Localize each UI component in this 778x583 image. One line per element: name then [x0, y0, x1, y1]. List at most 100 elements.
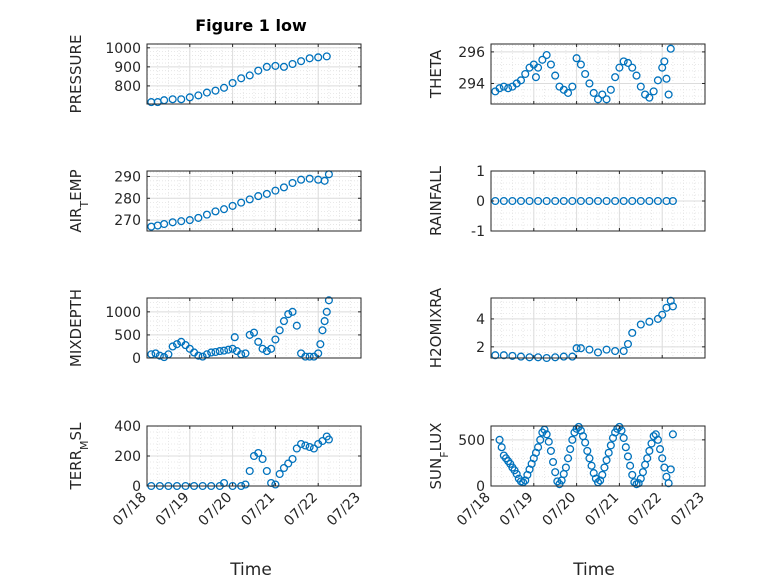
x-tick-label: 07/18 — [454, 490, 494, 530]
data-point — [628, 196, 637, 206]
y-tick-label: 0 — [476, 479, 485, 495]
data-point — [658, 310, 667, 319]
data-point — [254, 192, 263, 201]
data-point — [297, 439, 306, 449]
data-point — [628, 470, 637, 479]
data-point — [589, 88, 598, 97]
data-point — [211, 207, 220, 216]
y-axis-label: TERRMSL — [67, 422, 91, 491]
data-point — [219, 83, 229, 92]
data-point — [237, 198, 246, 207]
data-point — [237, 74, 246, 83]
data-point — [568, 196, 577, 206]
data-point — [245, 195, 254, 204]
data-point — [606, 85, 615, 94]
y-axis-label: THETA — [427, 49, 445, 99]
data-point — [241, 349, 250, 358]
data-point — [563, 454, 573, 463]
data-point — [271, 61, 280, 70]
data-point — [211, 347, 220, 357]
data-point — [585, 79, 594, 88]
data-point — [271, 480, 280, 489]
x-tick-label: 07/19 — [497, 490, 537, 530]
data-point — [593, 95, 603, 104]
data-point — [271, 335, 280, 344]
data-point — [275, 469, 284, 479]
data-point — [566, 445, 575, 454]
data-point — [602, 345, 611, 354]
data-point — [258, 344, 267, 353]
data-point — [581, 438, 590, 447]
data-point — [546, 60, 555, 69]
axes-frame — [146, 297, 362, 359]
data-point — [559, 196, 568, 206]
data-point — [284, 310, 293, 319]
data-point — [664, 479, 673, 488]
data-point — [279, 317, 289, 326]
data-point — [177, 217, 186, 226]
data-point — [279, 183, 289, 192]
data-point — [288, 307, 297, 316]
data-point — [668, 302, 677, 311]
data-point — [602, 95, 611, 104]
data-point — [623, 339, 633, 349]
x-tick-label: 07/22 — [625, 490, 665, 530]
data-point — [626, 461, 635, 470]
data-point — [636, 196, 645, 206]
data-point — [202, 210, 211, 219]
data-point — [499, 82, 508, 91]
data-point — [593, 348, 603, 357]
data-point — [534, 196, 543, 206]
data-point — [619, 57, 628, 66]
x-tick-label: 07/21 — [582, 490, 622, 530]
data-point — [279, 463, 289, 473]
data-point — [549, 457, 558, 467]
data-point — [534, 63, 543, 72]
data-point — [649, 87, 658, 96]
data-point — [495, 84, 504, 93]
data-point — [611, 73, 620, 82]
y-tick-label: 0 — [132, 351, 141, 367]
data-point — [267, 344, 276, 353]
data-point — [271, 186, 280, 195]
y-axis-label: RAINFALL — [427, 165, 445, 236]
data-point — [155, 351, 164, 360]
data-point — [245, 466, 254, 476]
data-point — [623, 58, 633, 67]
data-point — [305, 442, 314, 452]
data-point — [322, 307, 331, 316]
data-point — [194, 213, 203, 222]
data-point — [561, 463, 570, 472]
data-point — [576, 196, 585, 206]
y-tick-label: 294 — [458, 76, 485, 92]
x-tick-label: 07/18 — [110, 490, 150, 530]
y-tick-label: 296 — [458, 45, 485, 61]
subplot-7: 0 200 400 07/18 07/19 07/20 07/21 07/22 07/23 TER… — [67, 419, 364, 529]
data-point — [602, 456, 611, 465]
data-point — [324, 435, 333, 444]
data-point — [611, 196, 620, 206]
data-point — [628, 328, 637, 337]
x-tick-label: 07/23 — [668, 490, 708, 530]
axes-frame — [490, 43, 706, 105]
data-point — [600, 463, 609, 472]
data-point — [297, 175, 306, 184]
y-tick-label: -1 — [471, 224, 485, 240]
data-point — [288, 178, 297, 188]
y-tick-label: 290 — [114, 169, 141, 185]
data-point — [207, 348, 216, 357]
data-point — [585, 454, 594, 463]
subplot-4: -1 0 1 RAINFALL — [427, 164, 706, 240]
data-point — [615, 63, 624, 72]
subplot-3: 270 280 290 AIRTEMP — [67, 169, 362, 233]
data-point — [284, 459, 293, 468]
data-point — [668, 430, 677, 439]
data-point — [542, 51, 551, 60]
data-point — [658, 454, 667, 463]
data-point — [309, 444, 318, 453]
data-point — [619, 346, 628, 356]
data-point — [262, 466, 271, 476]
data-point — [512, 469, 521, 479]
data-point — [305, 174, 314, 183]
